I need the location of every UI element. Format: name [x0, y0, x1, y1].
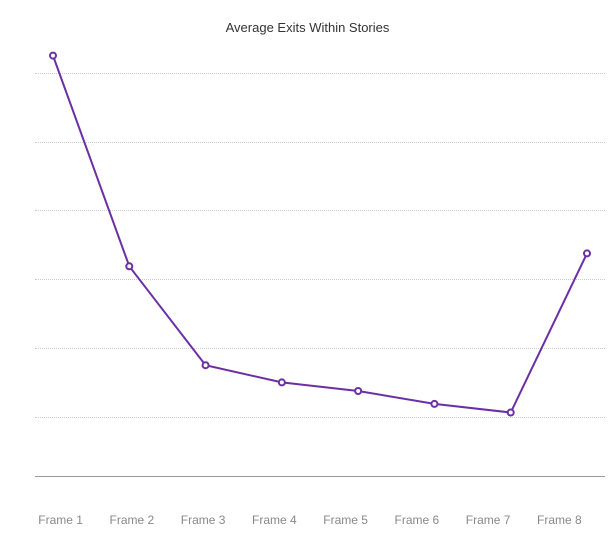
x-axis-label: Frame 4	[239, 513, 310, 527]
chart-title: Average Exits Within Stories	[10, 20, 605, 35]
x-axis-label: Frame 7	[453, 513, 524, 527]
data-point	[279, 379, 285, 385]
plot-area	[35, 47, 605, 477]
data-point	[431, 401, 437, 407]
data-point	[126, 263, 132, 269]
data-point	[203, 362, 209, 368]
chart-line	[53, 56, 587, 413]
x-axis-label: Frame 3	[168, 513, 239, 527]
x-axis-line	[35, 476, 605, 477]
data-point	[50, 53, 56, 59]
x-axis-label: Frame 2	[96, 513, 167, 527]
data-point	[355, 388, 361, 394]
data-point	[508, 410, 514, 416]
x-axis-label: Frame 8	[524, 513, 595, 527]
x-axis-label: Frame 6	[381, 513, 452, 527]
line-chart-svg	[35, 47, 605, 477]
x-axis-labels: Frame 1Frame 2Frame 3Frame 4Frame 5Frame…	[25, 513, 595, 527]
x-axis-label: Frame 5	[310, 513, 381, 527]
data-point	[584, 250, 590, 256]
x-axis-label: Frame 1	[25, 513, 96, 527]
chart-container: Average Exits Within Stories Frame 1Fram…	[0, 0, 615, 541]
